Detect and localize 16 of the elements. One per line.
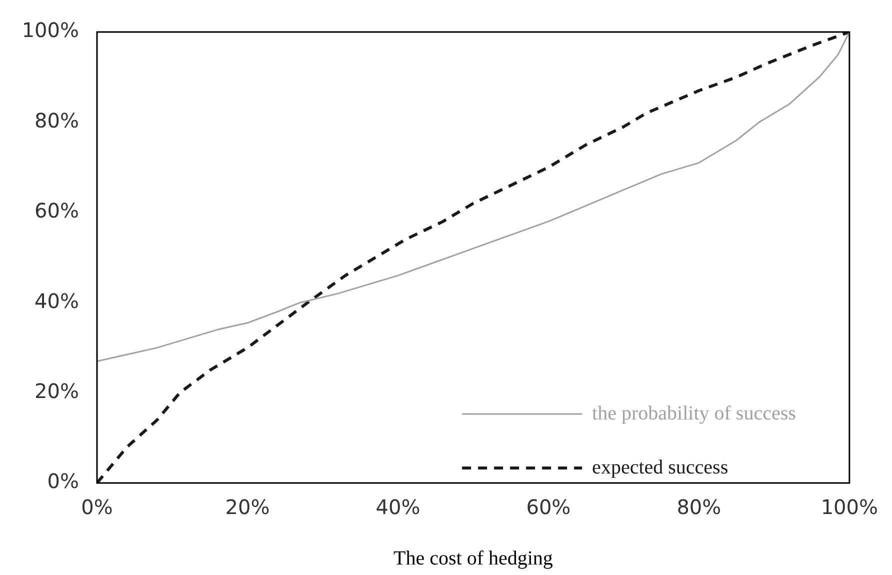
- x-tick-label: 80%: [676, 495, 722, 520]
- y-tick-label: 0%: [47, 469, 79, 494]
- x-tick-label: 40%: [376, 495, 420, 520]
- x-tick-label: 0%: [81, 495, 113, 520]
- y-tick-label: 60%: [34, 198, 79, 223]
- x-tick-label: 100%: [820, 495, 878, 520]
- x-axis-title: The cost of hedging: [394, 547, 553, 570]
- line-series: [97, 32, 850, 483]
- text: expected success: [592, 456, 728, 478]
- text: the probability of success: [592, 402, 796, 424]
- y-tick-label: 100%: [22, 18, 79, 42]
- y-tick-label: 40%: [34, 288, 79, 313]
- y-tick-label: 20%: [34, 379, 79, 404]
- y-tick-label: 80%: [34, 108, 79, 132]
- x-tick-label: 60%: [526, 495, 571, 520]
- x-tick-label: 20%: [225, 495, 270, 520]
